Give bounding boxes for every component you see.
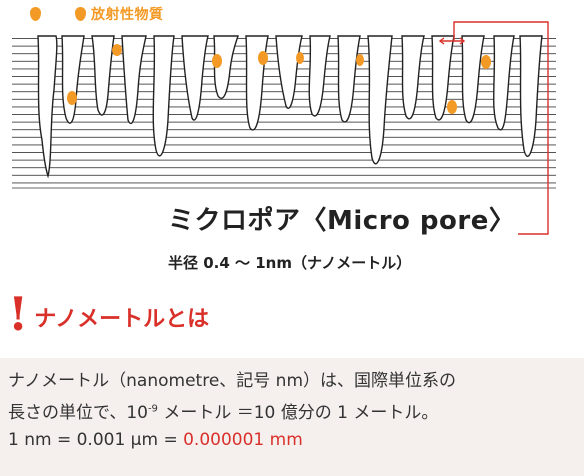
orange-drop-icon (75, 7, 86, 21)
info-line-3-a: 1 nm = 0.001 μm = (8, 430, 184, 450)
pore-radius: 半径 0.4 ～ 1nm（ナノメートル） (168, 254, 412, 272)
info-line-3: 1 nm = 0.001 μm = 0.000001 mm (8, 430, 303, 450)
info-highlight: 0.000001 mm (183, 430, 303, 450)
orange-drop-icon (30, 7, 41, 21)
info-line-2-b: メートル ＝10 億分の 1 メートル。 (157, 403, 439, 423)
radioactive-particles (67, 44, 491, 114)
info-line-2: 長さの単位で、10-9 メートル ＝10 億分の 1 メートル。 (8, 398, 438, 423)
legend: 放射性物質 (30, 4, 164, 24)
exclamation-icon: ! (8, 287, 29, 341)
section-heading: ! ナノメートルとは (8, 287, 210, 341)
micropore-diagram: 放射性物質 ミクロポア〈Micro pore〉 半径 0.4 ～ 1nm（ナノメ… (12, 4, 556, 272)
info-box: ナノメートル（nanometre、記号 nm）は、国際単位系の 長さの単位で、1… (0, 358, 584, 476)
info-line-2-a: 長さの単位で、10 (8, 403, 148, 423)
micropore-illustration (12, 21, 556, 235)
pore-title: ミクロポア〈Micro pore〉 (168, 206, 516, 236)
section-title: ナノメートルとは (34, 307, 210, 332)
pore-width-indicator (438, 21, 549, 235)
info-line-1: ナノメートル（nanometre、記号 nm）は、国際単位系の (8, 371, 457, 391)
legend-label: 放射性物質 (91, 7, 164, 23)
info-exponent: -9 (147, 403, 158, 415)
pores (37, 35, 543, 179)
